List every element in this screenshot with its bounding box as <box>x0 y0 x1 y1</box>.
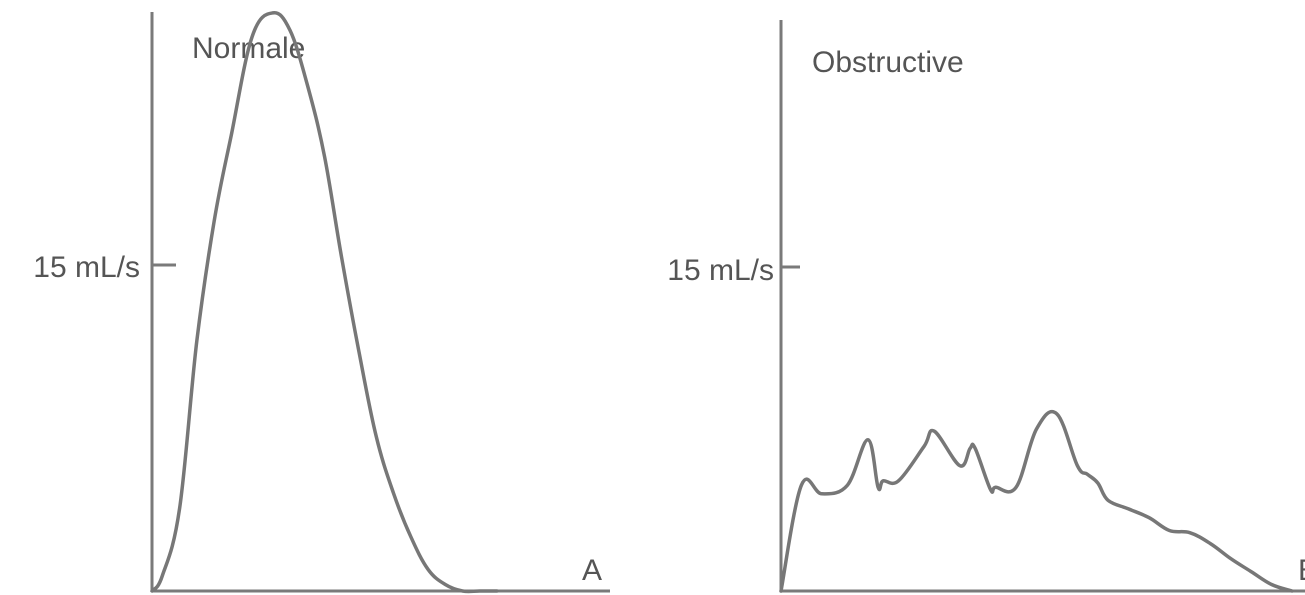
panel-label: A <box>582 554 602 587</box>
chart-panel-obstructive: Obstructive 15 mL/s B <box>667 20 1305 593</box>
chart-title: Obstructive <box>812 46 964 79</box>
series-line <box>779 409 1294 593</box>
y-tick-label-15: 15 mL/s <box>33 251 140 284</box>
panel-label: B <box>1298 554 1305 587</box>
series-line <box>150 11 499 594</box>
chart-panel-normale: Normale 15 mL/s A <box>33 11 610 594</box>
y-tick-label-15: 15 mL/s <box>667 254 774 287</box>
